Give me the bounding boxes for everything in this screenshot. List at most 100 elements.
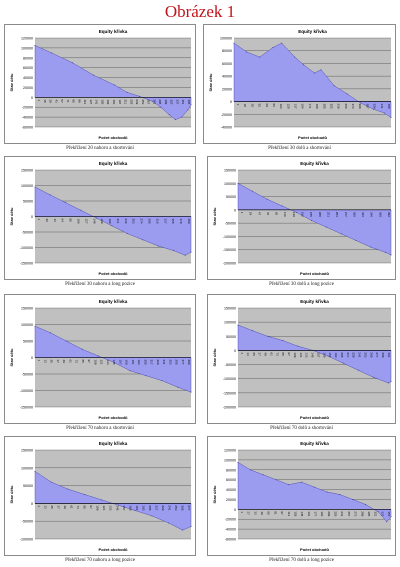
chart-caption: Překřížení 30 nahoru a long pozice bbox=[65, 282, 135, 287]
equity-point bbox=[346, 93, 348, 95]
x-tick-label: 49 bbox=[63, 505, 67, 509]
chart-frame: Equity křivka 120000 100000 80000 60000 40000… bbox=[4, 24, 196, 144]
x-tick-label: 25 bbox=[50, 505, 54, 509]
y-tick-label: 60000 bbox=[23, 66, 33, 70]
chart-frame: Equity křivka 100000 80000 60000 40000 20000 0… bbox=[203, 24, 396, 144]
x-tick-label: 61 bbox=[68, 360, 72, 364]
y-tick-label: 100000 bbox=[21, 46, 33, 50]
y-tick-label: 0 bbox=[31, 356, 33, 360]
x-tick-label: 265 bbox=[175, 360, 179, 365]
x-tick-label: 241 bbox=[340, 511, 344, 516]
equity-point bbox=[252, 330, 254, 332]
y-tick-label: 40000 bbox=[222, 75, 232, 79]
equity-point bbox=[262, 474, 264, 476]
x-tick-label: 193 bbox=[141, 505, 145, 510]
equity-point bbox=[237, 461, 239, 463]
equity-point bbox=[151, 515, 153, 517]
x-tick-label: 113 bbox=[83, 99, 87, 104]
equity-point bbox=[327, 355, 329, 357]
equity-point bbox=[326, 491, 328, 493]
equity-point bbox=[364, 503, 366, 505]
x-tick-label: 193 bbox=[137, 360, 141, 365]
y-tick-label: -100000 bbox=[223, 235, 236, 239]
equity-point bbox=[190, 251, 192, 253]
equity-point bbox=[134, 510, 136, 512]
x-tick-label: 155 bbox=[100, 99, 104, 104]
x-tick-label: 97 bbox=[89, 505, 93, 509]
x-tick-label: 369 bbox=[378, 212, 382, 217]
x-tick-label: 70 bbox=[266, 212, 270, 216]
x-tick-label: 316 bbox=[155, 219, 159, 224]
equity-point bbox=[182, 529, 184, 531]
x-tick-label: 273 bbox=[351, 104, 355, 109]
y-tick-label: -200000 bbox=[223, 406, 236, 410]
x-tick-label: 97 bbox=[287, 352, 291, 356]
x-tick-label: 109 bbox=[96, 505, 100, 510]
y-axis-title: Stav účtu bbox=[9, 485, 14, 504]
y-tick-label: 60000 bbox=[222, 62, 232, 66]
equity-point bbox=[65, 340, 67, 342]
x-tick-label: 73 bbox=[275, 352, 279, 356]
x-tick-label: 157 bbox=[316, 352, 320, 357]
equity-point bbox=[275, 479, 277, 481]
x-tick-label: 97 bbox=[87, 360, 91, 364]
equity-point bbox=[251, 190, 253, 192]
y-axis-title: Stav účtu bbox=[212, 207, 217, 226]
y-tick-label: 40000 bbox=[23, 76, 33, 80]
x-tick-label: 169 bbox=[125, 360, 129, 365]
x-tick-label: 52 bbox=[258, 104, 262, 108]
x-tick-label: 277 bbox=[187, 505, 191, 510]
x-tick-label: 137 bbox=[294, 104, 298, 109]
chart-caption: Překřížení 30 dolů a long pozice bbox=[269, 282, 334, 287]
x-tick-label: 73 bbox=[76, 505, 80, 509]
y-tick-label: 20000 bbox=[226, 498, 236, 502]
equity-point bbox=[174, 119, 176, 121]
x-tick-label: 35 bbox=[250, 104, 254, 108]
y-tick-label: -150000 bbox=[20, 262, 33, 266]
x-tick-label: 85 bbox=[81, 360, 85, 364]
equity-chart: Equity křivka 150000 100000 50000 0 -50000 -10… bbox=[212, 161, 392, 276]
chart-caption: Překřížení 20 nahoru a shortování bbox=[66, 146, 134, 151]
y-tick-label: 100000 bbox=[224, 182, 236, 186]
x-tick-label: 103 bbox=[279, 104, 283, 109]
equity-point bbox=[151, 100, 153, 102]
x-tick-label: 205 bbox=[322, 104, 326, 109]
y-tick-label: -50000 bbox=[22, 231, 33, 235]
x-tick-label: 81 bbox=[273, 511, 277, 515]
equity-point bbox=[377, 511, 379, 513]
x-tick-label: 1 bbox=[240, 352, 244, 354]
equity-point bbox=[95, 217, 97, 219]
y-tick-label: 20000 bbox=[23, 86, 33, 90]
y-axis-title: Stav účtu bbox=[9, 348, 14, 367]
x-tick-label: 358 bbox=[171, 219, 175, 224]
equity-point bbox=[177, 386, 179, 388]
x-tick-label: 171 bbox=[308, 104, 312, 109]
equity-chart: Equity křivka 150000 100000 50000 0 -50000 -10… bbox=[9, 299, 192, 420]
y-tick-label: 50000 bbox=[226, 195, 236, 199]
y-tick-label: -20000 bbox=[225, 518, 236, 522]
x-tick-label: 43 bbox=[53, 219, 57, 223]
equity-point bbox=[296, 212, 298, 214]
equity-point bbox=[373, 108, 375, 110]
x-tick-label: 295 bbox=[148, 219, 152, 224]
x-tick-label: 73 bbox=[75, 360, 79, 364]
x-tick-label: 323 bbox=[361, 212, 365, 217]
chart-panel: Equity křivka 150000 100000 50000 0 -50000 -10… bbox=[207, 294, 396, 434]
y-tick-label: -150000 bbox=[223, 248, 236, 252]
equity-point bbox=[160, 106, 162, 108]
x-tick-label: 337 bbox=[380, 511, 384, 516]
x-tick-label: 208 bbox=[318, 212, 322, 217]
x-tick-label: 113 bbox=[287, 511, 291, 516]
x-tick-label: 169 bbox=[322, 352, 326, 357]
equity-point bbox=[352, 498, 354, 500]
x-tick-label: 129 bbox=[293, 511, 297, 516]
equity-point bbox=[117, 504, 119, 506]
equity-point bbox=[370, 246, 372, 248]
equity-point bbox=[342, 362, 344, 364]
x-tick-label: 209 bbox=[327, 511, 331, 516]
chart-panel: Equity křivka 150000 100000 50000 0 -50000 -10… bbox=[207, 156, 396, 290]
x-tick-label: 289 bbox=[187, 360, 191, 365]
x-tick-label: 13 bbox=[246, 352, 250, 356]
equity-point bbox=[390, 254, 392, 256]
chart-frame: Equity křivka 150000 100000 50000 0 -50000 -10… bbox=[4, 294, 196, 424]
